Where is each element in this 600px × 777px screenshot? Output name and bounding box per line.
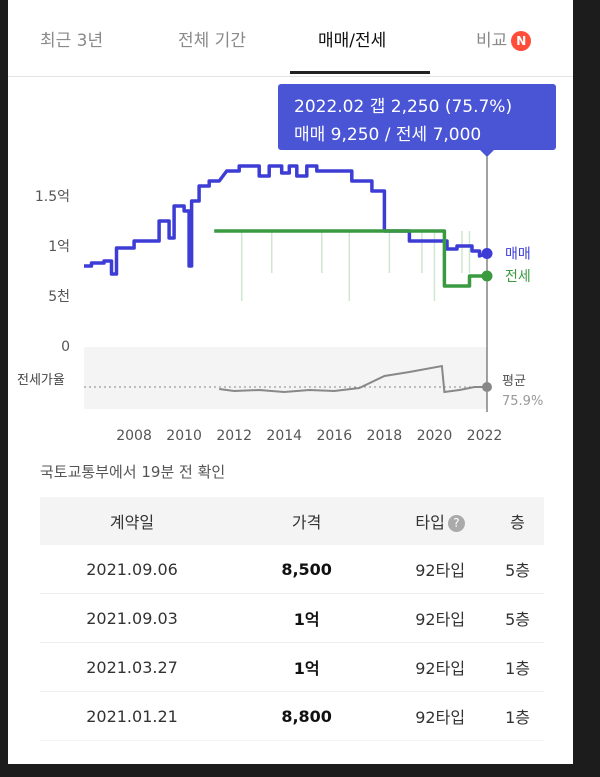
table-row[interactable]: 2021.01.21 8,800 92타입 1층 xyxy=(40,691,544,741)
x-tick-label: 2016 xyxy=(316,428,352,444)
table-row[interactable]: 2021.09.03 1억 92타입 5층 xyxy=(40,593,544,643)
cell-type: 92타입 xyxy=(389,593,492,643)
cell-price: 8,500 xyxy=(224,545,390,594)
cell-floor: 1층 xyxy=(491,691,544,741)
ratio-avg-label: 평균 xyxy=(502,374,526,389)
source-note: 국토교통부에서 19분 전 확인 xyxy=(40,463,226,481)
cell-floor: 1층 xyxy=(491,740,544,764)
tooltip-arrow xyxy=(479,149,495,157)
tab-recent-3y[interactable]: 최근 3년 xyxy=(40,31,104,51)
ratio-avg-value: 75.9% xyxy=(502,394,543,409)
rent-volume-spikes xyxy=(240,231,471,301)
new-badge: N xyxy=(511,31,532,51)
cell-price: 1억 1,000 xyxy=(224,740,390,764)
x-tick-label: 2014 xyxy=(266,428,302,444)
tab-compare-label: 비교 xyxy=(476,31,508,51)
cell-date: 2020.09.26 xyxy=(40,740,225,764)
header-floor: 층 xyxy=(491,497,544,545)
cell-type: 92타입 xyxy=(389,740,492,764)
series-end-marker xyxy=(481,270,493,282)
x-tick-label: 2012 xyxy=(216,428,252,444)
cell-date: 2021.01.21 xyxy=(40,691,225,741)
table-row[interactable]: 2021.09.06 8,500 92타입 5층 xyxy=(40,545,544,594)
x-tick-label: 2020 xyxy=(417,428,453,444)
table-row[interactable]: 2020.09.26 1억 1,000 92타입 1층 xyxy=(40,740,544,764)
y-tick-label: 5천 xyxy=(48,289,70,305)
cell-floor: 1층 xyxy=(491,642,544,692)
cell-date: 2021.09.03 xyxy=(40,593,225,643)
series-line-jeonse xyxy=(214,229,487,288)
deal-history-table: 계약일 가격 타입? 층 2021.09.06 8,500 92타입 5층 20… xyxy=(40,497,544,764)
series-label: 매매 xyxy=(505,247,531,263)
tab-sale-rent[interactable]: 매매/전세 xyxy=(318,31,387,51)
header-price: 가격 xyxy=(224,497,390,545)
header-type-label: 타입 xyxy=(415,513,445,532)
table-row[interactable]: 2021.03.27 1억 92타입 1층 xyxy=(40,642,544,692)
y-tick-label: 0 xyxy=(61,339,70,355)
chart-tooltip: 2022.02 갭 2,250 (75.7%) 매매 9,250 / 전세 7,… xyxy=(278,84,556,150)
tab-all-period[interactable]: 전체 기간 xyxy=(178,31,246,51)
price-panel: 최근 3년 전체 기간 매매/전세 비교 N 1.5억 1억 5천 0 2008 2010 2… xyxy=(8,0,573,764)
tab-compare[interactable]: 비교 N xyxy=(476,26,532,51)
y-tick-label: 1.5억 xyxy=(35,189,70,205)
cell-type: 92타입 xyxy=(389,642,492,692)
x-tick-label: 2018 xyxy=(367,428,403,444)
cell-date: 2021.03.27 xyxy=(40,642,225,692)
x-tick-label: 2010 xyxy=(166,428,202,444)
y-tick-label: 1억 xyxy=(48,239,70,255)
cell-type: 92타입 xyxy=(389,691,492,741)
price-chart[interactable]: 1.5억 1억 5천 0 2008 2010 2012 2014 2016 2018 2020 202… xyxy=(8,76,573,452)
cell-type: 92타입 xyxy=(389,545,492,594)
header-contract-date: 계약일 xyxy=(40,497,225,545)
cell-floor: 5층 xyxy=(491,593,544,643)
header-type: 타입? xyxy=(389,497,492,545)
period-tabs: 최근 3년 전체 기간 매매/전세 비교 N xyxy=(8,0,573,77)
x-tick-label: 2008 xyxy=(116,428,152,444)
active-tab-indicator xyxy=(290,71,430,74)
cell-price: 1억 xyxy=(224,642,390,692)
ratio-label: 전세가율 xyxy=(17,373,65,388)
cell-price: 8,800 xyxy=(224,691,390,741)
cell-date: 2021.09.06 xyxy=(40,545,225,594)
help-icon[interactable]: ? xyxy=(447,515,465,532)
series-end-marker xyxy=(481,248,493,259)
jeonse-ratio-band xyxy=(84,347,487,409)
tooltip-prices: 매매 9,250 / 전세 7,000 xyxy=(294,125,482,145)
ratio-marker xyxy=(482,382,492,392)
table-header-row: 계약일 가격 타입? 층 xyxy=(40,497,544,545)
ratio-polyline xyxy=(219,364,487,394)
series-line-sale xyxy=(84,164,488,276)
x-tick-label: 2022 xyxy=(467,428,503,444)
cell-price: 1억 xyxy=(224,593,390,643)
cell-floor: 5층 xyxy=(491,545,544,594)
tooltip-gap: 2022.02 갭 2,250 (75.7%) xyxy=(294,97,513,117)
jeonse-ratio-line xyxy=(219,364,487,394)
series-label: 전세 xyxy=(505,269,531,285)
